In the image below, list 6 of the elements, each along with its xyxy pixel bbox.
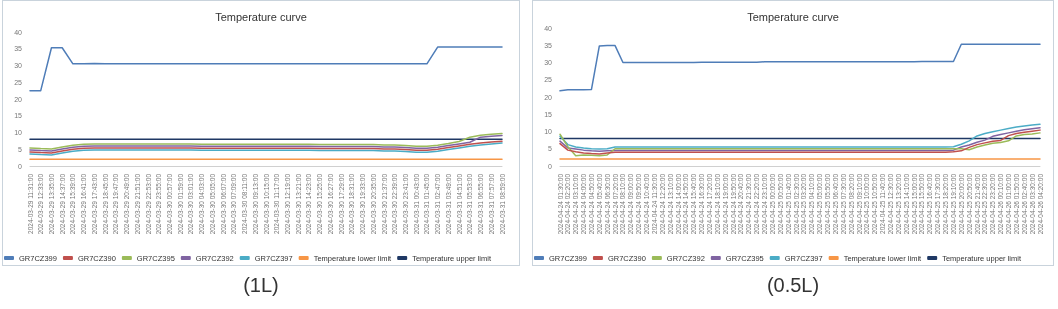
line-series xyxy=(29,46,503,92)
chart-title: Temperature curve xyxy=(747,10,839,23)
line-series xyxy=(559,43,1041,92)
chart-title: Temperature curve xyxy=(215,10,307,23)
text: (0.5L) xyxy=(765,274,821,297)
text: (1L) xyxy=(242,274,280,297)
